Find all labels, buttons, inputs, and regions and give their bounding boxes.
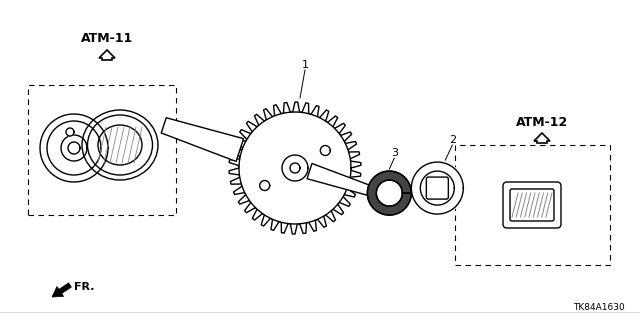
Text: 3: 3: [391, 148, 398, 158]
Polygon shape: [227, 100, 363, 236]
Text: FR.: FR.: [74, 282, 95, 292]
Polygon shape: [240, 113, 350, 223]
Polygon shape: [367, 171, 412, 215]
Polygon shape: [40, 114, 108, 182]
Polygon shape: [260, 180, 269, 190]
FancyArrow shape: [52, 283, 72, 297]
FancyBboxPatch shape: [426, 177, 449, 199]
Text: TK84A1630: TK84A1630: [573, 303, 625, 313]
Text: ATM-11: ATM-11: [81, 31, 133, 44]
FancyArrow shape: [534, 133, 550, 143]
Text: 2: 2: [449, 135, 456, 145]
FancyArrow shape: [99, 50, 115, 60]
Bar: [28, 85, 176, 215]
Text: 1: 1: [301, 60, 308, 70]
Bar: [455, 145, 610, 265]
Polygon shape: [410, 161, 465, 215]
Polygon shape: [366, 170, 412, 216]
Polygon shape: [161, 118, 244, 162]
FancyBboxPatch shape: [510, 189, 554, 221]
Polygon shape: [283, 156, 307, 180]
Polygon shape: [66, 128, 74, 136]
FancyBboxPatch shape: [503, 182, 561, 228]
Polygon shape: [307, 164, 373, 196]
Text: ATM-12: ATM-12: [516, 116, 568, 130]
Polygon shape: [82, 107, 158, 183]
Polygon shape: [320, 146, 330, 156]
